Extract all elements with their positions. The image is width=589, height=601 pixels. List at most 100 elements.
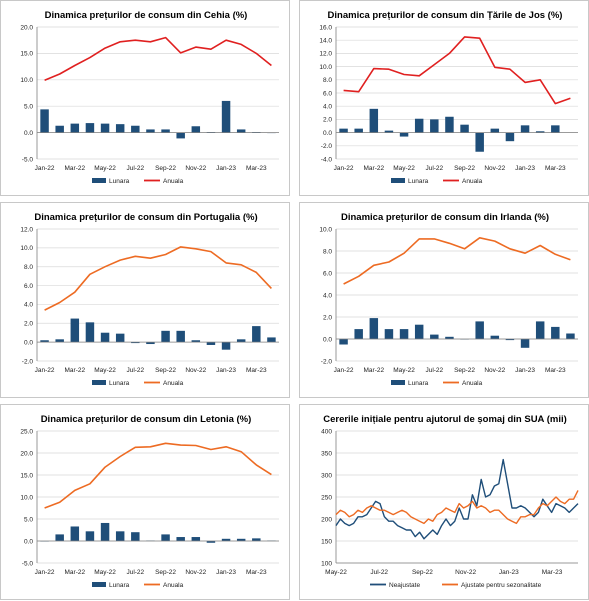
bar xyxy=(146,129,155,133)
y-tick-label: 100 xyxy=(321,560,332,567)
bar xyxy=(384,130,394,133)
bar xyxy=(399,132,409,137)
bar xyxy=(176,132,185,139)
y-tick-label: -2.0 xyxy=(22,358,34,365)
bar xyxy=(221,342,231,350)
bar xyxy=(131,342,140,344)
legend-label: Lunara xyxy=(109,582,130,589)
y-tick-label: 150 xyxy=(321,538,332,545)
x-tick-label: Nov-22 xyxy=(185,165,206,172)
bar xyxy=(369,318,379,339)
x-tick-label: Mar-22 xyxy=(65,367,86,374)
bar xyxy=(535,321,545,339)
bar xyxy=(115,531,125,541)
y-tick-label: 10.0 xyxy=(20,245,33,252)
annual-line xyxy=(44,442,272,509)
x-tick-label: Mar-23 xyxy=(246,569,267,576)
legend-label: Anuala xyxy=(163,582,184,589)
bar xyxy=(221,100,231,133)
x-tick-label: Jul-22 xyxy=(425,367,443,374)
x-tick-label: Jan-23 xyxy=(499,569,519,576)
legend-label: Ajustate pentru sezonalitate xyxy=(461,582,542,589)
bar xyxy=(161,129,170,133)
chart-title: Dinamica prețurilor de consum din Țările… xyxy=(328,10,563,21)
y-tick-label: 15.0 xyxy=(20,51,33,58)
legend-label: Lunara xyxy=(109,178,130,185)
x-tick-label: Jan-22 xyxy=(334,367,354,374)
y-tick-label: -2.0 xyxy=(321,358,333,365)
bar xyxy=(339,339,348,345)
y-tick-label: 16.0 xyxy=(319,24,332,31)
y-tick-label: 8.0 xyxy=(24,264,33,271)
x-tick-label: Jan-22 xyxy=(35,569,55,576)
bar xyxy=(40,340,49,343)
bar xyxy=(221,538,231,541)
chart-panel-letonia: Dinamica prețurilor de consum din Letoni… xyxy=(0,404,290,600)
x-tick-label: Jan-23 xyxy=(515,165,535,172)
bar xyxy=(206,342,216,345)
chart-title: Cererile inițiale pentru ajutorul de șom… xyxy=(323,414,567,425)
bar xyxy=(252,538,261,541)
legend-label: Lunara xyxy=(109,380,130,387)
y-tick-label: 0.0 xyxy=(24,339,33,346)
y-tick-label: 6.0 xyxy=(323,270,332,277)
x-tick-label: Sep-22 xyxy=(155,569,176,576)
bar xyxy=(100,332,110,343)
x-tick-label: Sep-22 xyxy=(454,367,475,374)
bar xyxy=(40,109,49,133)
x-tick-label: May-22 xyxy=(393,165,415,172)
x-tick-label: Mar-22 xyxy=(65,165,86,172)
chart-title: Dinamica prețurilor de consum din Letoni… xyxy=(41,414,252,425)
x-tick-label: Mar-23 xyxy=(545,367,566,374)
bar xyxy=(85,123,95,133)
annual-line xyxy=(343,236,571,285)
y-tick-label: 0.0 xyxy=(24,130,33,137)
chart-portugalia: Dinamica prețurilor de consum din Portug… xyxy=(20,212,279,387)
y-tick-label: -4.0 xyxy=(321,156,333,163)
bar xyxy=(161,330,170,343)
chart-somaj-sua: Cererile inițiale pentru ajutorul de șom… xyxy=(321,414,579,589)
chart-title: Dinamica prețurilor de consum din Portug… xyxy=(34,212,257,223)
bar xyxy=(70,526,80,541)
x-tick-label: Jul-22 xyxy=(425,165,443,172)
x-tick-label: Jul-22 xyxy=(126,165,144,172)
bar xyxy=(490,128,500,133)
y-tick-label: 12.0 xyxy=(20,226,33,233)
bar xyxy=(55,534,64,541)
bar xyxy=(445,116,454,133)
annual-line xyxy=(44,36,272,82)
y-tick-label: 6.0 xyxy=(24,283,33,290)
annual-line xyxy=(44,246,272,311)
bar xyxy=(206,541,216,543)
bar xyxy=(236,538,246,541)
annual-line xyxy=(343,36,571,105)
bar xyxy=(520,339,530,348)
x-tick-label: Mar-23 xyxy=(545,165,566,172)
y-tick-label: -2.0 xyxy=(321,143,333,150)
bar xyxy=(430,334,439,339)
y-tick-label: 0.0 xyxy=(323,336,332,343)
bar xyxy=(399,329,409,339)
chart-title: Dinamica prețurilor de consum din Irland… xyxy=(341,212,549,223)
x-tick-label: Nov-22 xyxy=(455,569,476,576)
x-tick-label: Nov-22 xyxy=(484,367,505,374)
x-tick-label: Sep-22 xyxy=(454,165,475,172)
y-tick-label: 20.0 xyxy=(20,450,33,457)
y-tick-label: 0.0 xyxy=(24,538,33,545)
bar xyxy=(430,119,439,133)
y-tick-label: 10.0 xyxy=(319,226,332,233)
y-tick-label: 25.0 xyxy=(20,428,33,435)
x-tick-label: Jul-22 xyxy=(126,367,144,374)
bar xyxy=(354,128,363,133)
x-tick-label: Nov-22 xyxy=(185,367,206,374)
chart-letonia: Dinamica prețurilor de consum din Letoni… xyxy=(20,414,279,589)
bar xyxy=(176,537,185,541)
legend-swatch-bar xyxy=(391,380,405,385)
bar xyxy=(475,321,484,339)
bar xyxy=(100,123,110,133)
bar xyxy=(414,324,424,339)
legend-label: Anuala xyxy=(163,178,184,185)
x-tick-label: Jan-22 xyxy=(35,165,55,172)
bar xyxy=(115,124,125,133)
legend-label: Neajustate xyxy=(389,582,420,589)
